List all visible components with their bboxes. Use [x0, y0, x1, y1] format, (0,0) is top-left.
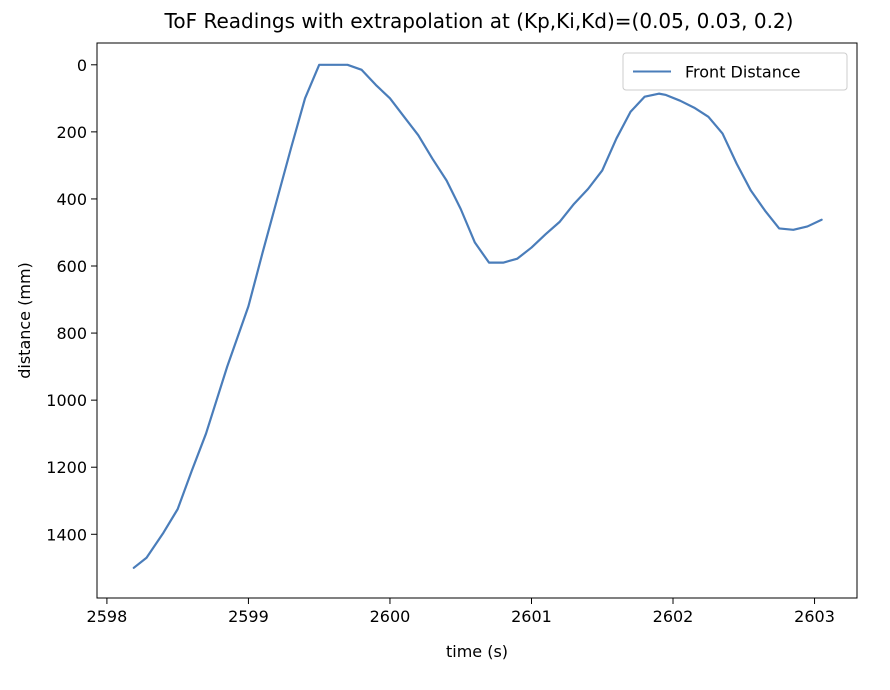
legend: Front Distance: [622, 52, 848, 91]
x-axis-title: time (s): [446, 642, 508, 661]
y-tick-label: 1400: [46, 525, 87, 544]
x-tick-label: 2600: [370, 607, 411, 626]
x-tick-label: 2599: [228, 607, 269, 626]
plot-frame: [96, 42, 858, 599]
x-axis: 2598 2599 2600 2601 2602 2603: [87, 598, 835, 626]
x-tick-label: 2601: [511, 607, 552, 626]
y-tick-label: 0: [77, 56, 87, 75]
x-tick-label: 2603: [794, 607, 835, 626]
legend-box: [622, 52, 848, 91]
y-tick-label: 1000: [46, 391, 87, 410]
y-tick-label: 1200: [46, 458, 87, 477]
plot-area: [132, 63, 823, 569]
y-axis-title: distance (mm): [15, 262, 34, 379]
chart-title: ToF Readings with extrapolation at (Kp,K…: [164, 9, 794, 33]
x-tick-label: 2602: [653, 607, 694, 626]
series-line-front-distance: [132, 63, 823, 569]
y-tick-label: 600: [56, 257, 87, 276]
y-tick-label: 800: [56, 324, 87, 343]
x-tick-label: 2598: [87, 607, 128, 626]
y-tick-label: 400: [56, 190, 87, 209]
legend-label-front-distance: Front Distance: [685, 63, 801, 82]
y-axis: 0 200 400 600 800 1000 1200 1400: [46, 56, 97, 544]
y-tick-label: 200: [56, 123, 87, 142]
